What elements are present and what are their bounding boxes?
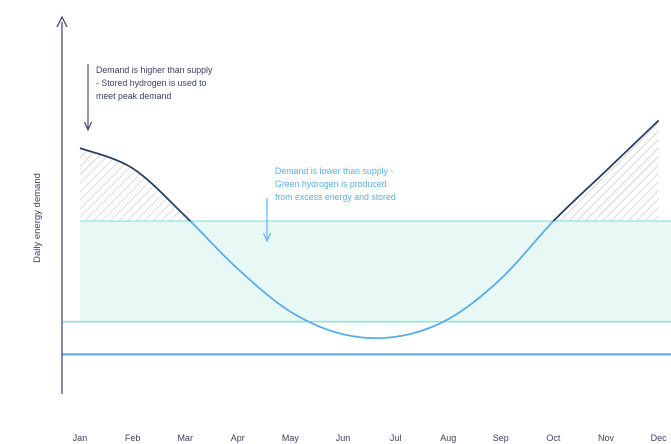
annotation-text-demand-lower: Demand is lower than supply - bbox=[275, 166, 393, 176]
x-tick-label: May bbox=[282, 433, 300, 443]
plot-area bbox=[62, 119, 671, 356]
x-tick-label: Jan bbox=[73, 433, 88, 443]
demand-line-above-supply bbox=[79, 119, 660, 222]
x-tick-label: Apr bbox=[231, 433, 245, 443]
annotation-text-demand-higher: meet peak demand bbox=[96, 91, 171, 101]
y-axis-arrow-icon bbox=[56, 15, 68, 28]
deficit-hatched-area bbox=[80, 120, 659, 222]
annotation-text-demand-higher: Demand is higher than supply bbox=[96, 65, 213, 75]
x-tick-label: Feb bbox=[125, 433, 141, 443]
x-tick-label: Nov bbox=[598, 433, 615, 443]
x-tick-label: Dec bbox=[651, 433, 668, 443]
annotation-text-demand-lower: from excess energy and stored bbox=[275, 192, 396, 202]
x-tick-label: Jun bbox=[336, 433, 351, 443]
annotation-text-demand-higher: - Stored hydrogen is used to bbox=[96, 78, 207, 88]
x-tick-label: Aug bbox=[440, 433, 456, 443]
axes: Daily energy demand Jan Feb Mar Apr May Jun Jul… bbox=[32, 15, 668, 443]
x-tick-label: Oct bbox=[546, 433, 561, 443]
annotation-text-demand-lower: Green hydrogen is produced bbox=[275, 179, 387, 189]
surplus-area bbox=[80, 221, 671, 322]
y-axis-label: Daily energy demand bbox=[32, 173, 43, 263]
annotation-arrow-down-icon bbox=[83, 121, 93, 132]
x-tick-label: Jul bbox=[390, 433, 402, 443]
annotations: Demand is higher than supply - Stored hyd… bbox=[83, 64, 396, 243]
x-tick-label: Sep bbox=[493, 433, 509, 443]
annotation-arrow-down-icon bbox=[262, 232, 272, 243]
x-tick-label: Mar bbox=[177, 433, 193, 443]
